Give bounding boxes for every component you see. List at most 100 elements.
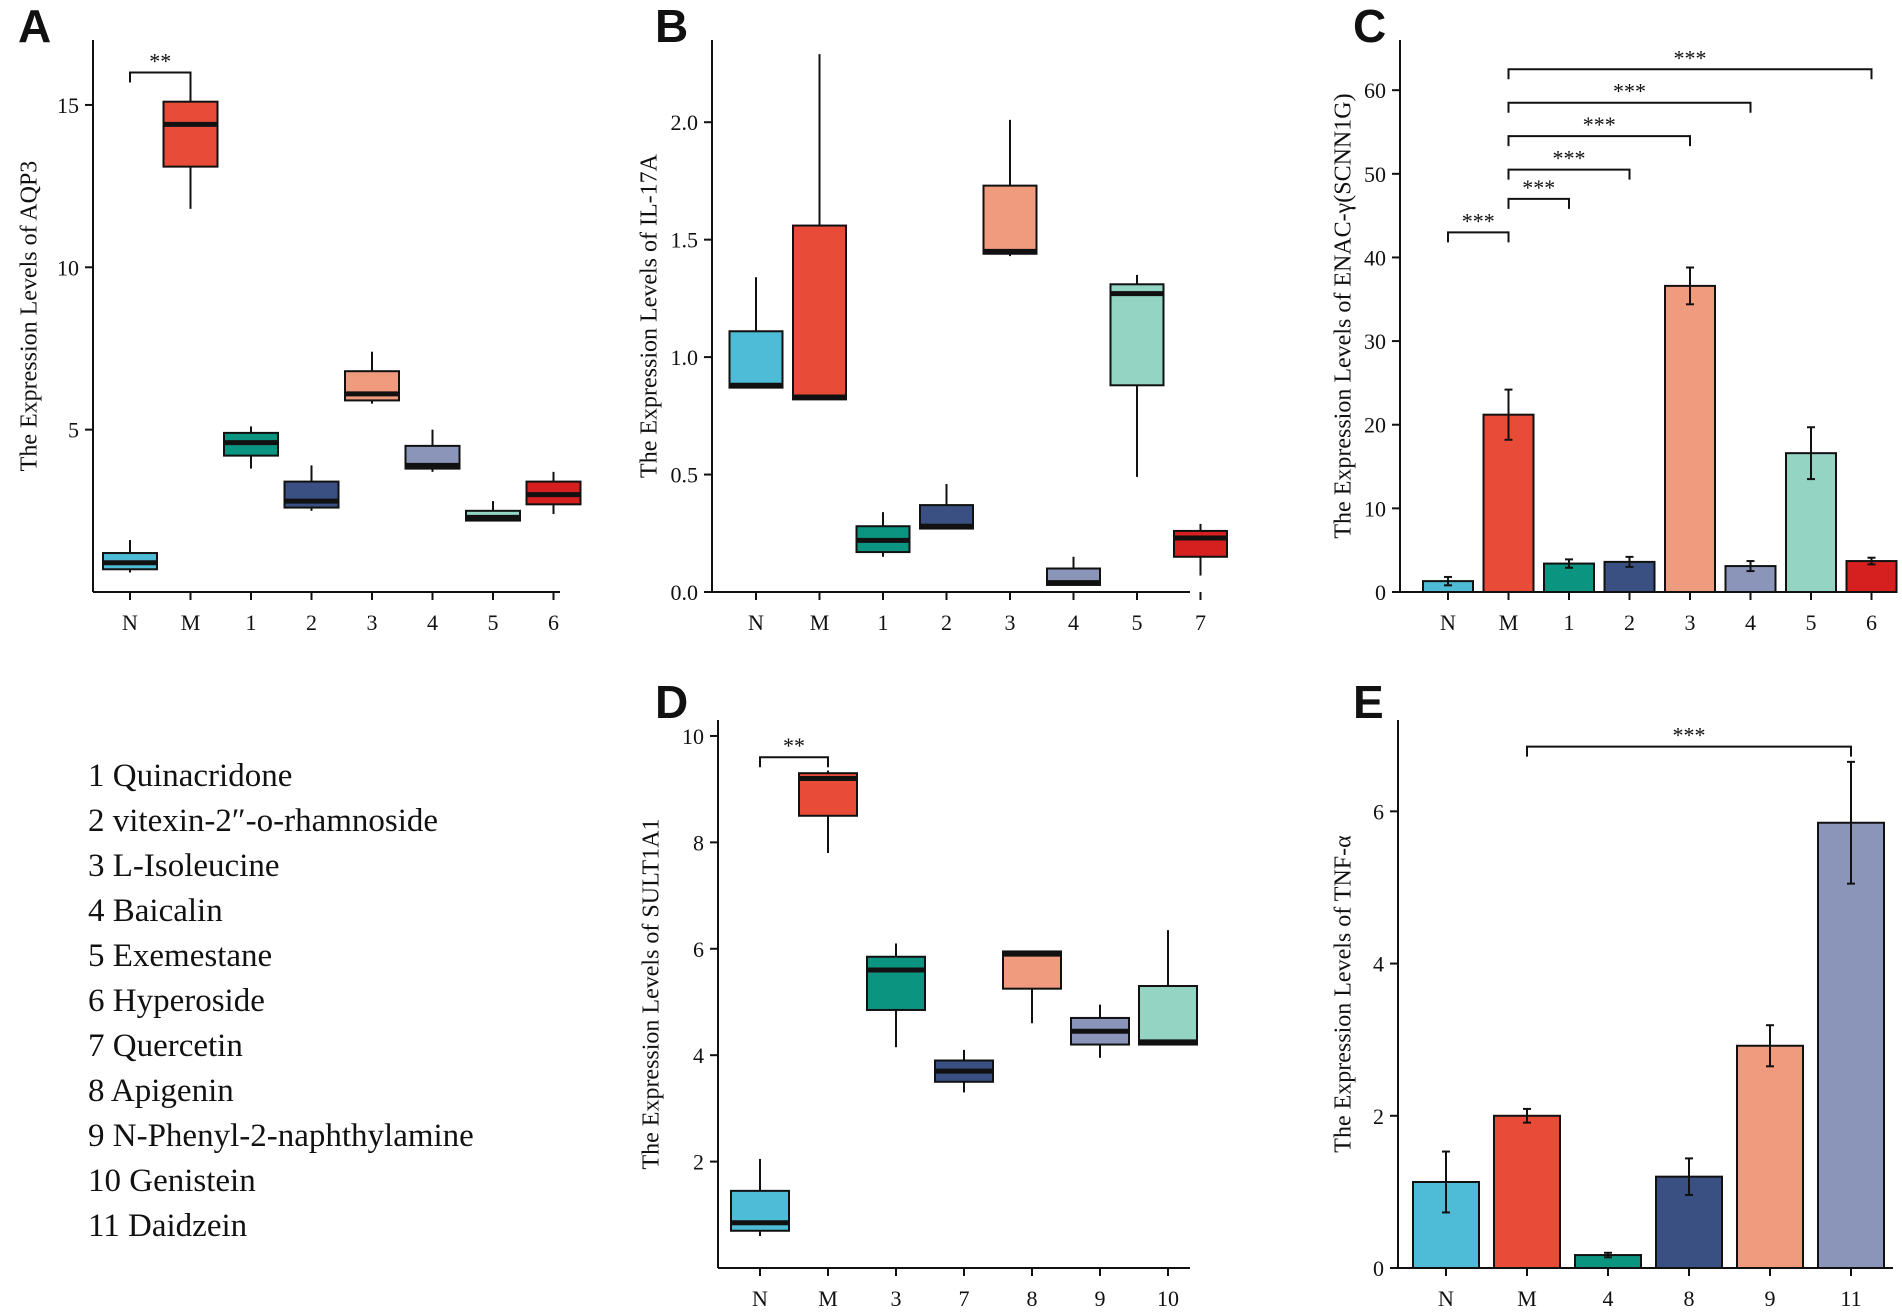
significance-bracket	[1507, 101, 1752, 113]
legend-item: 8 Apigenin	[88, 1073, 234, 1109]
box	[792, 224, 847, 401]
y-tick-label: 40	[1364, 245, 1386, 270]
legend-item: 3 L-Isoleucine	[88, 848, 280, 884]
y-axis-label: The Expression Levels of AQP3	[16, 161, 42, 472]
significance-label: ***	[1674, 45, 1707, 70]
y-tick-label: 0	[1375, 580, 1386, 605]
bar	[1817, 821, 1885, 1269]
y-tick-label: 6	[693, 937, 704, 962]
y-tick-label: 8	[693, 830, 704, 855]
x-tick-label: M	[810, 610, 830, 635]
y-tick-label: 2.0	[671, 110, 699, 135]
panel-a: A 5 10 15 N M 1 2 3 4 5 6 The Expression Levels of A…	[16, 0, 582, 635]
significance-bracket	[759, 756, 829, 768]
x-tick-label: 9	[1095, 1286, 1106, 1311]
y-tick-label: 4	[1373, 952, 1384, 977]
x-tick-label: 5	[1132, 610, 1143, 635]
x-tick-label: 2	[1624, 610, 1635, 635]
box	[728, 330, 784, 389]
y-axis-label: The Expression Levels of ENAC-γ(SCNN1G)	[1330, 93, 1356, 538]
panel-letter: D	[655, 676, 688, 728]
panel-letter: E	[1353, 676, 1384, 728]
panel-letter: B	[655, 0, 688, 52]
y-axis-label: The Expression Levels of SULT1A1	[638, 818, 664, 1169]
significance-bracket	[1447, 231, 1510, 243]
y-tick-label: 2	[693, 1150, 704, 1175]
y-axis-label: The Expression Levels of TNF-α	[1330, 835, 1356, 1153]
box	[1173, 529, 1228, 558]
legend-item: 10 Genistein	[88, 1163, 256, 1199]
x-tick-label: 4	[1068, 610, 1079, 635]
x-tick-label: 6	[548, 610, 559, 635]
y-tick-label: 10	[57, 255, 79, 280]
y-tick-label: 10	[1364, 496, 1386, 521]
y-tick-label: 5	[68, 418, 79, 443]
x-tick-label: 1	[246, 610, 257, 635]
y-tick-label: 15	[57, 93, 79, 118]
significance-label: ***	[1553, 146, 1586, 171]
y-tick-label: 10	[682, 724, 704, 749]
x-tick-label: 4	[1603, 1286, 1614, 1311]
x-tick-label: 10	[1157, 1286, 1179, 1311]
compound-legend: 1 Quinacridone 2 vitexin-2″-o-rhamnoside…	[88, 758, 474, 1244]
x-tick-label: 8	[1027, 1286, 1038, 1311]
x-tick-label: 5	[1806, 610, 1817, 635]
x-tick-label: N	[1438, 1286, 1454, 1311]
x-tick-label: 9	[1765, 1286, 1776, 1311]
box	[866, 955, 926, 1011]
bar	[1482, 413, 1535, 594]
legend-item: 6 Hyperoside	[88, 983, 265, 1019]
y-axis-label: The Expression Levels of IL-17A	[636, 153, 662, 478]
x-tick-label: 2	[306, 610, 317, 635]
y-tick-label: 2	[1373, 1104, 1384, 1129]
panel-c: C 0 10 20 30 40 50 60 N M 1 2 3 4 5 6 The Expression Lev…	[1330, 0, 1898, 635]
x-tick-label: M	[1517, 1286, 1537, 1311]
x-tick-label: N	[752, 1286, 768, 1311]
significance-label: ***	[1613, 79, 1646, 104]
x-tick-label: 3	[891, 1286, 902, 1311]
x-tick-label: 5	[488, 610, 499, 635]
x-tick-label: 4	[1745, 610, 1756, 635]
x-tick-label: 11	[1840, 1286, 1861, 1311]
legend-item: 2 vitexin-2″-o-rhamnoside	[88, 803, 438, 839]
box	[1109, 283, 1165, 387]
bar	[1664, 284, 1716, 593]
y-tick-label: 0.5	[671, 463, 699, 488]
bar	[1736, 1044, 1804, 1270]
significance-label: ***	[1583, 112, 1616, 137]
y-tick-label: 20	[1364, 413, 1386, 438]
bar	[1493, 1114, 1561, 1270]
x-tick-label: 8	[1684, 1286, 1695, 1311]
box	[1002, 950, 1062, 990]
significance-bracket	[1526, 745, 1852, 757]
panel-d: D 2 4 6 8 10 N M 3 7 8 9 10 The Expression Levels of …	[638, 676, 1198, 1311]
legend-item: 1 Quinacridone	[88, 758, 292, 794]
y-tick-label: 0	[1373, 1256, 1384, 1281]
legend-item: 11 Daidzein	[88, 1208, 247, 1244]
significance-bracket	[1507, 68, 1873, 80]
x-tick-label: 7	[959, 1286, 970, 1311]
significance-label: ***	[1522, 175, 1555, 200]
panel-b: B 0.0 0.5 1.0 1.5 2.0 N M 1 2 3 4 5 7 The Expression L…	[636, 0, 1228, 635]
x-tick-label: 4	[427, 610, 438, 635]
x-tick-label: M	[1499, 610, 1519, 635]
box	[283, 480, 340, 509]
y-tick-label: 1.5	[671, 228, 699, 253]
y-tick-label: 6	[1373, 799, 1384, 824]
x-tick-label: N	[748, 610, 764, 635]
x-tick-label: M	[181, 610, 201, 635]
x-tick-label: 3	[367, 610, 378, 635]
legend-item: 5 Exemestane	[88, 938, 272, 974]
box	[162, 100, 219, 168]
y-tick-label: 0.0	[671, 580, 699, 605]
x-tick-label: N	[122, 610, 138, 635]
panel-e: E 0 2 4 6 N M 4 8 9 11 The Expression Levels of TNF…	[1330, 676, 1893, 1311]
panel-letter: A	[18, 0, 51, 52]
y-tick-label: 1.0	[671, 345, 699, 370]
y-tick-label: 60	[1364, 78, 1386, 103]
y-tick-label: 30	[1364, 329, 1386, 354]
bar	[1655, 1175, 1723, 1269]
bar	[1845, 560, 1898, 594]
significance-bracket	[1507, 168, 1631, 180]
